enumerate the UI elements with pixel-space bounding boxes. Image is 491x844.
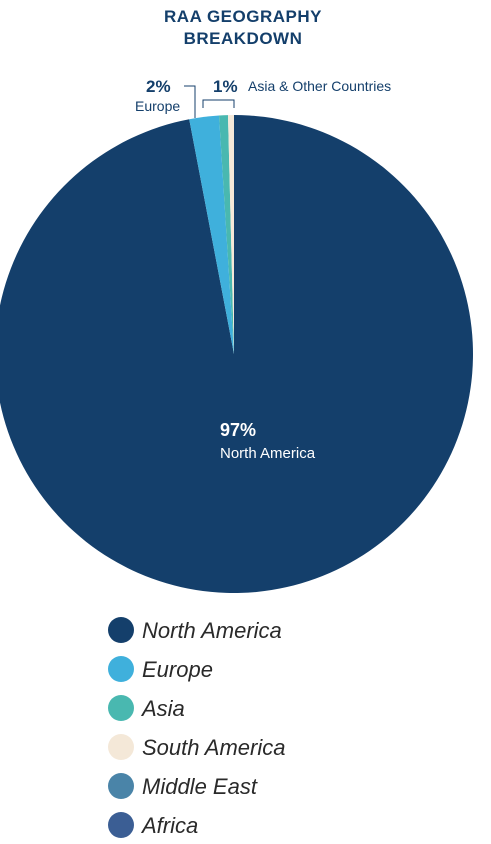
asia-other-callout-label: Asia & Other Countries (248, 78, 391, 94)
europe-leader-line (184, 85, 196, 118)
pie-slice-europe (189, 115, 234, 354)
asia-other-leader-bracket (202, 99, 235, 108)
legend-swatch-south-america (108, 734, 134, 760)
north-america-callout-label: North America (220, 445, 316, 462)
legend-label-europe: Europe (142, 657, 213, 682)
callout-leaders (184, 85, 235, 118)
europe-callout-pct: 2% (146, 77, 171, 96)
europe-callout-label: Europe (135, 98, 180, 114)
legend-swatch-europe (108, 656, 134, 682)
legend-swatch-north-america (108, 617, 134, 643)
legend-swatch-africa (108, 812, 134, 838)
asia-other-callout-pct: 1% (213, 77, 238, 96)
pie-slice-north-america (0, 115, 473, 593)
legend: North America Europe Asia South America Midd… (108, 617, 285, 838)
legend-swatch-middle-east (108, 773, 134, 799)
legend-swatch-asia (108, 695, 134, 721)
legend-label-north-america: North America (142, 618, 282, 643)
legend-label-asia: Asia (140, 696, 185, 721)
chart-title-line-1: RAA GEOGRAPHY (164, 7, 322, 26)
legend-label-south-america: South America (142, 735, 285, 760)
chart-title-line-2: BREAKDOWN (184, 29, 303, 48)
pie-slice-south-america (227, 115, 234, 354)
legend-label-africa: Africa (140, 813, 198, 838)
pie-slices (0, 115, 473, 593)
pie-slice-asia (218, 115, 234, 355)
north-america-callout-pct: 97% (220, 420, 256, 440)
legend-label-middle-east: Middle East (142, 774, 258, 799)
